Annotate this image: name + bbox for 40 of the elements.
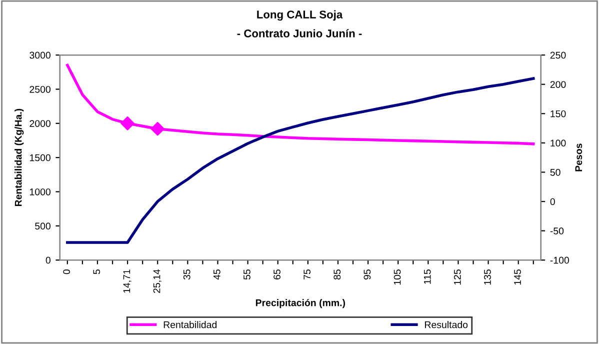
y-tick-label: 3000 [30, 52, 50, 59]
x-tick-label: 85 [334, 270, 341, 280]
line-series [66, 77, 535, 244]
x-tick-label: 95 [364, 270, 371, 280]
y2-tick-label: 100 [550, 140, 566, 147]
y-tick-label: 1000 [30, 188, 50, 196]
chart-title: Long CALL Soja [257, 10, 343, 21]
y2-tick-label: 0 [550, 198, 555, 206]
x-tick-label: 25,14 [153, 269, 162, 293]
y2-axis-title: Pesos [575, 144, 582, 172]
x-axis-title: Precipitación (mm.) [256, 298, 346, 308]
x-tick-label: 65 [274, 270, 280, 280]
y2-tick-label: 150 [550, 110, 566, 118]
y2-tick-label: 50 [550, 168, 560, 176]
x-tick-label: 125 [454, 270, 461, 285]
y-tick-label: 500 [35, 222, 50, 230]
chart-subtitle: - Contrato Junio Junín - [237, 29, 362, 38]
line-series [66, 64, 535, 146]
x-tick-label: 135 [484, 270, 491, 285]
y2-tick-label: -100 [550, 256, 570, 264]
x-tick-label: 45 [214, 270, 220, 280]
y-tick-label: 0 [46, 256, 50, 264]
x-tick-label: 75 [304, 270, 311, 280]
y-tick-label: 2000 [30, 120, 50, 127]
y-axis-title: Rentabilidad (Kg/Ha.) [14, 108, 24, 206]
y2-tick-label: 250 [550, 52, 566, 59]
y2-tick-label: -50 [550, 228, 564, 234]
x-tick-label: 14,71 [123, 270, 132, 293]
y-tick-label: 2500 [30, 86, 50, 93]
x-tick-label: 105 [394, 270, 401, 285]
legend-label: Rentabilidad [164, 321, 217, 328]
x-tick-label: 0 [63, 269, 70, 274]
x-tick-label: 35 [183, 270, 190, 280]
x-tick-label: 145 [514, 270, 521, 285]
x-tick-label: 55 [244, 270, 250, 280]
y2-tick-label: 200 [550, 81, 566, 88]
legend-label: Resultado [425, 321, 468, 328]
x-tick-label: 5 [93, 270, 100, 274]
y-tick-label: 1500 [30, 154, 50, 162]
x-tick-label: 115 [424, 270, 431, 284]
